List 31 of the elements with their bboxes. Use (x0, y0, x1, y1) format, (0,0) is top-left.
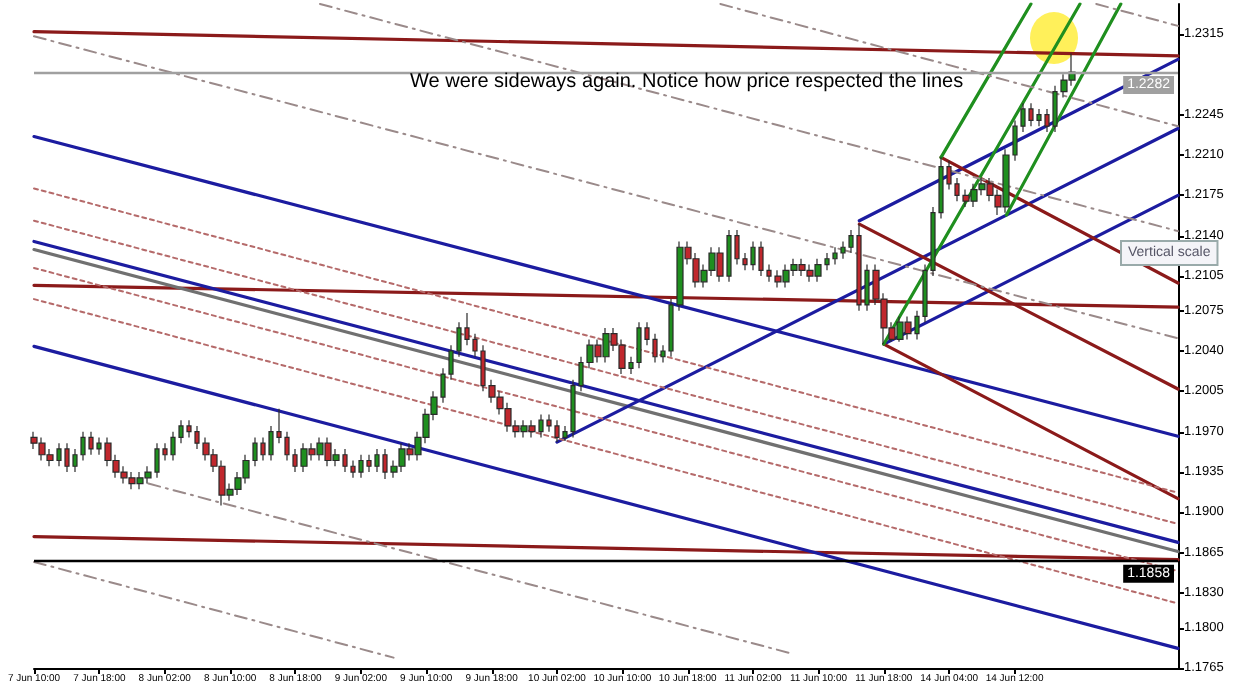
candlestick (374, 448, 380, 473)
candlestick (806, 263, 814, 283)
candlestick (128, 471, 136, 490)
candlestick (136, 471, 144, 490)
candlestick (774, 269, 782, 289)
candlestick (38, 436, 46, 462)
candlestick (782, 263, 790, 289)
candlestick (832, 246, 838, 266)
candlestick (358, 454, 364, 479)
candlestick (316, 436, 324, 462)
candlestick (814, 258, 822, 283)
candlestick (366, 454, 372, 473)
candlestick (856, 223, 862, 312)
candlestick (88, 431, 94, 456)
candlestick (1028, 102, 1034, 127)
candlestick (750, 240, 756, 271)
candlestick (64, 442, 70, 473)
candlestick (602, 327, 610, 364)
candlestick (528, 419, 536, 439)
candlestick (300, 442, 308, 473)
candlestick (798, 258, 806, 277)
candlestick (554, 419, 560, 443)
candlestick (970, 183, 978, 208)
candlestick (324, 436, 332, 467)
candlestick (904, 315, 912, 341)
candlestick (1036, 108, 1042, 127)
annotation: We were sideways again. Notice how price respected the lines (410, 71, 964, 93)
candlestick (636, 321, 642, 369)
candlestick (398, 442, 406, 473)
candlestick (758, 240, 764, 277)
candlestick (520, 419, 528, 439)
